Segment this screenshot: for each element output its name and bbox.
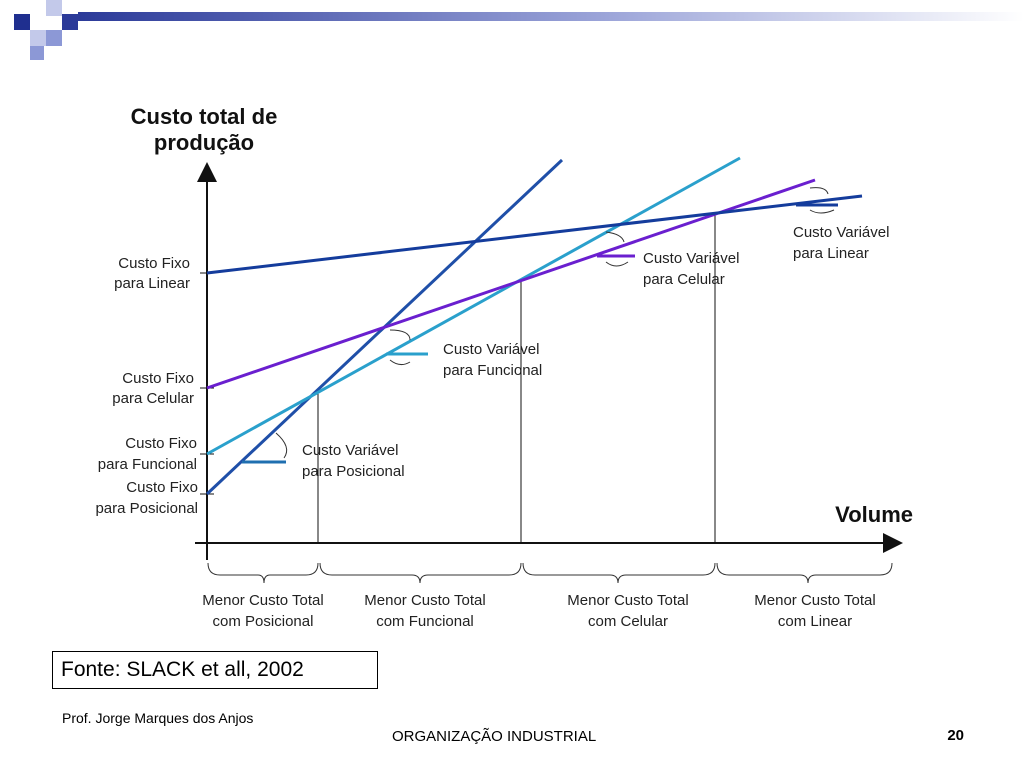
region-label-3-line2: com Celular (588, 613, 668, 630)
slope-arc-posicional (275, 432, 288, 459)
fixed-label-celular-1: Custo Fixo (122, 370, 194, 387)
header-square (14, 14, 30, 30)
slope-arc-funcional (389, 329, 411, 366)
x-axis-title: Volume (835, 502, 913, 527)
header-square (46, 30, 62, 46)
region-label-2-line2: com Funcional (376, 613, 474, 630)
variable-label-linear-1: Custo Variável (793, 224, 889, 241)
variable-label-funcional-1: Custo Variável (443, 341, 539, 358)
fixed-label-linear-1: Custo Fixo (118, 255, 190, 272)
header-gradient-bar (78, 12, 1024, 21)
fixed-label-celular-2: para Celular (112, 390, 194, 407)
region-brace-1 (207, 562, 319, 584)
region-brace-2 (319, 562, 522, 584)
fixed-label-funcional-1: Custo Fixo (125, 435, 197, 452)
region-label-2-line1: Menor Custo Total (364, 592, 485, 609)
line-linear (206, 194, 863, 275)
variable-label-funcional-2: para Funcional (443, 362, 542, 379)
variable-label-posicional-1: Custo Variável (302, 442, 398, 459)
y-axis-title-line1: Custo total de (131, 104, 278, 129)
region-label-4-line2: com Linear (778, 613, 852, 630)
fixed-label-posicional-1: Custo Fixo (126, 479, 198, 496)
region-label-1-line2: com Posicional (213, 613, 314, 630)
slope-arc-linear (809, 187, 835, 214)
variable-label-celular-1: Custo Variável (643, 250, 739, 267)
line-funcional (206, 156, 741, 456)
header-square (62, 14, 78, 30)
region-label-3-line1: Menor Custo Total (567, 592, 688, 609)
variable-label-linear-2: para Linear (793, 245, 869, 262)
header-square (30, 30, 46, 46)
header-square (30, 46, 44, 60)
footer-author: Prof. Jorge Marques dos Anjos (62, 710, 254, 726)
region-label-4-line1: Menor Custo Total (754, 592, 875, 609)
footer-title: ORGANIZAÇÃO INDUSTRIAL (392, 728, 597, 745)
fixed-label-funcional-2: para Funcional (98, 456, 197, 473)
y-axis-title-line2: produção (154, 130, 254, 155)
region-label-1-line1: Menor Custo Total (202, 592, 323, 609)
source-citation: Fonte: SLACK et all, 2002 (52, 651, 378, 689)
slide-header-decoration (14, 0, 1024, 60)
variable-label-posicional-2: para Posicional (302, 463, 405, 480)
region-brace-4 (716, 562, 893, 584)
region-brace-3 (522, 562, 716, 584)
slope-arc-celular (605, 231, 629, 267)
header-square (46, 0, 62, 16)
fixed-label-linear-2: para Linear (114, 275, 190, 292)
page-number: 20 (947, 727, 964, 744)
fixed-label-posicional-2: para Posicional (95, 500, 198, 517)
variable-label-celular-2: para Celular (643, 271, 725, 288)
